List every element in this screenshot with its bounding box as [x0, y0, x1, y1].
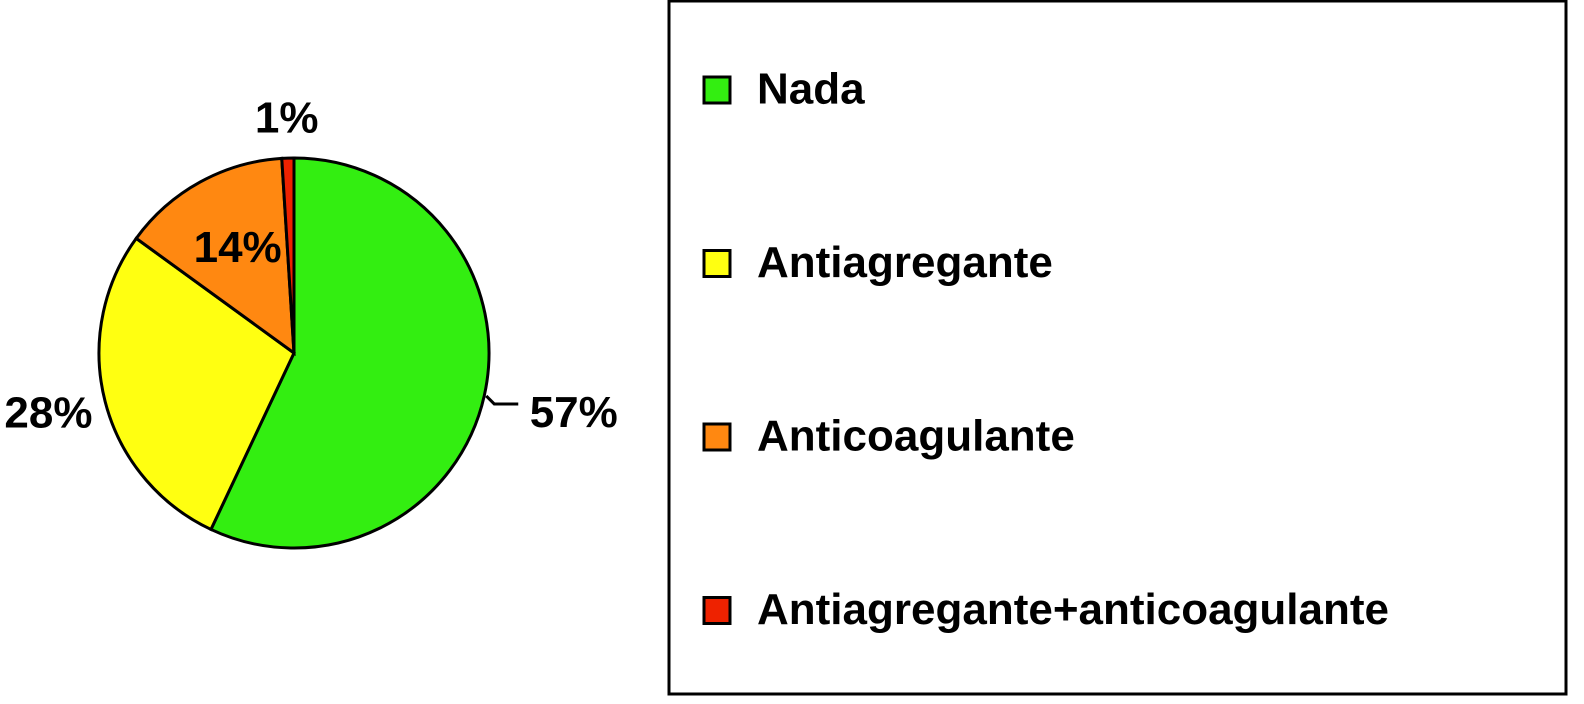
data-label: 28% [4, 389, 92, 438]
pie-slice [208, 156, 491, 550]
data-label: 1% [255, 94, 319, 143]
legend-label: Anticoagulante [757, 412, 1075, 461]
pie-slice [280, 156, 296, 354]
legend-label: Antiagregante [757, 238, 1053, 287]
pie-slice [97, 236, 296, 532]
legend-swatch [702, 596, 732, 625]
legend-box [667, 0, 1568, 696]
data-label: 14% [194, 223, 282, 272]
legend-label: Nada [757, 65, 865, 114]
legend-swatch [702, 249, 732, 278]
legend-swatch [702, 75, 732, 105]
data-label: 57% [530, 388, 618, 437]
legend-label: Antiagregante+anticoagulante [757, 585, 1389, 634]
pie-slice [134, 156, 296, 357]
legend-swatch [702, 422, 732, 452]
leader-line [485, 394, 519, 406]
